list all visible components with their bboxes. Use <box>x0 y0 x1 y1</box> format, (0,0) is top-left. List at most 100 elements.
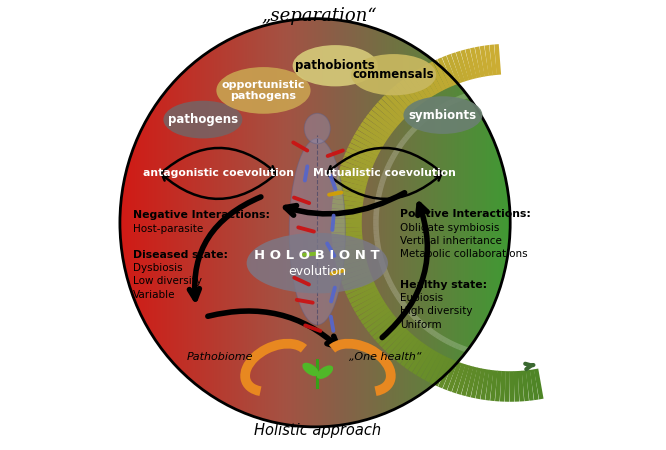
Bar <box>414 48 416 398</box>
Bar <box>364 25 365 420</box>
Bar <box>157 102 159 343</box>
Text: opportunistic
pathogens: opportunistic pathogens <box>222 80 305 101</box>
Bar <box>462 89 463 357</box>
Bar <box>159 100 160 345</box>
Bar <box>336 20 338 426</box>
Bar <box>329 19 330 426</box>
Bar <box>387 33 388 412</box>
Bar <box>438 65 440 381</box>
Bar <box>411 45 412 400</box>
Bar <box>278 22 279 423</box>
Bar <box>377 29 378 416</box>
Bar <box>372 27 373 418</box>
Bar <box>232 37 234 408</box>
Bar <box>168 87 170 359</box>
Text: „One health“: „One health“ <box>349 351 421 361</box>
Bar <box>176 78 178 367</box>
Bar <box>134 146 135 300</box>
Bar <box>149 114 151 331</box>
Bar <box>503 171 504 275</box>
Bar <box>331 19 332 426</box>
Bar <box>131 153 133 292</box>
Text: H O L O B I O N T: H O L O B I O N T <box>254 249 380 262</box>
Bar <box>326 19 328 427</box>
Bar <box>209 51 210 395</box>
Bar <box>246 32 248 414</box>
Bar <box>122 189 123 256</box>
Ellipse shape <box>404 96 482 134</box>
Bar <box>257 27 258 418</box>
Bar <box>450 76 451 370</box>
Bar <box>236 36 238 410</box>
Bar <box>266 25 268 421</box>
Bar <box>484 121 485 324</box>
Bar <box>308 19 309 427</box>
Bar <box>220 44 222 402</box>
Bar <box>194 62 196 384</box>
Bar <box>426 55 428 390</box>
Bar <box>201 57 202 389</box>
Bar <box>213 49 214 397</box>
Bar <box>342 21 343 425</box>
Bar <box>261 27 262 419</box>
Bar <box>304 19 305 427</box>
Text: „separation“: „separation“ <box>262 7 378 25</box>
Bar <box>190 66 191 380</box>
Bar <box>493 140 494 306</box>
Bar <box>230 39 231 407</box>
Bar <box>296 19 298 426</box>
Bar <box>214 48 216 398</box>
Bar <box>298 19 299 426</box>
Bar <box>252 29 253 416</box>
Bar <box>141 128 143 317</box>
Bar <box>335 20 336 426</box>
Bar <box>346 21 347 424</box>
Bar <box>268 25 269 421</box>
Bar <box>239 35 240 411</box>
Bar <box>407 43 408 403</box>
Bar <box>262 26 264 419</box>
Bar <box>482 119 484 327</box>
Bar <box>469 99 471 347</box>
Bar <box>430 58 432 387</box>
Text: pathogens: pathogens <box>168 113 238 126</box>
Bar <box>338 20 339 425</box>
Bar <box>466 93 467 352</box>
Bar <box>501 166 503 280</box>
Bar <box>441 67 442 378</box>
Bar <box>403 41 404 405</box>
Bar <box>332 19 334 426</box>
Bar <box>139 134 140 312</box>
Bar <box>447 73 448 373</box>
Bar <box>317 18 318 427</box>
Bar <box>460 87 462 359</box>
Text: symbionts: symbionts <box>409 108 477 122</box>
Bar <box>302 19 304 427</box>
Bar <box>279 22 280 423</box>
Bar <box>344 21 346 424</box>
Bar <box>182 73 183 373</box>
Bar <box>204 54 205 391</box>
Ellipse shape <box>163 101 242 139</box>
Bar <box>358 24 360 422</box>
Bar <box>391 35 392 410</box>
Bar <box>167 89 168 357</box>
Ellipse shape <box>302 363 319 376</box>
Bar <box>198 58 200 387</box>
Bar <box>175 80 176 366</box>
Bar <box>188 67 190 378</box>
Text: Host-parasite: Host-parasite <box>133 224 204 234</box>
Bar <box>420 51 421 395</box>
Bar <box>418 50 420 396</box>
Bar <box>244 32 246 413</box>
Bar <box>357 24 359 422</box>
Bar <box>264 26 265 420</box>
Bar <box>275 23 276 423</box>
Bar <box>410 45 411 401</box>
Bar <box>135 143 137 303</box>
Bar <box>456 82 458 363</box>
Bar <box>390 35 391 411</box>
Bar <box>312 18 313 427</box>
Bar <box>136 140 137 306</box>
Bar <box>400 40 402 406</box>
